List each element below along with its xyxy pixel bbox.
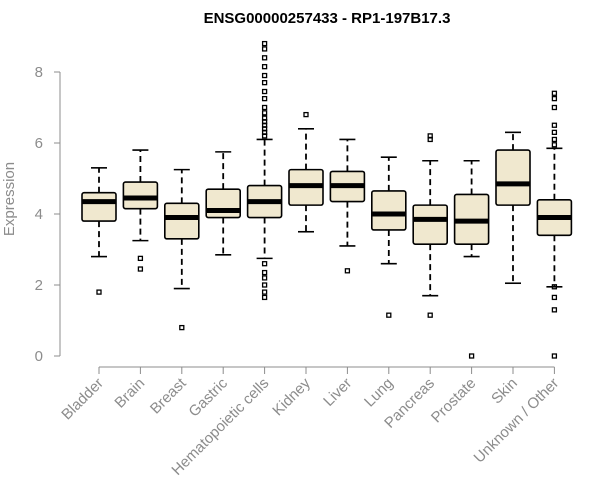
- outlier-point: [261, 261, 268, 267]
- x-tick-label: Bladder: [58, 375, 107, 424]
- box-pancreas: [412, 133, 449, 318]
- outlier-point: [386, 312, 392, 318]
- box-unknown-other: [536, 90, 573, 359]
- x-tick-label: Brain: [111, 375, 148, 412]
- outlier-point: [261, 95, 268, 102]
- box-bladder: [81, 167, 117, 295]
- outlier-point: [468, 353, 475, 359]
- x-tick-label: Prostate: [428, 375, 480, 427]
- outlier-point: [137, 255, 144, 262]
- iqr-box: [412, 204, 449, 245]
- y-axis: 0 2 4 6 8: [35, 64, 61, 365]
- box-breast: [164, 168, 200, 331]
- box-brain: [122, 149, 159, 272]
- y-tick-label: 6: [35, 135, 43, 152]
- y-axis-label: Expression: [1, 162, 18, 236]
- box-lung: [370, 156, 407, 318]
- outlier-point: [551, 284, 558, 290]
- outlier-point: [551, 142, 558, 148]
- outlier-point: [551, 136, 558, 143]
- outlier-point: [261, 46, 268, 52]
- box-kidney: [288, 111, 324, 233]
- y-tick-label: 0: [35, 348, 43, 365]
- outlier-point: [551, 90, 558, 96]
- outlier-point: [261, 72, 268, 79]
- box-skin: [495, 131, 531, 285]
- outlier-point: [137, 266, 144, 272]
- outlier-point: [344, 268, 351, 274]
- iqr-box: [495, 149, 531, 206]
- outlier-point: [96, 289, 102, 295]
- y-tick-label: 2: [35, 277, 43, 294]
- x-tick-label: Lung: [361, 375, 397, 411]
- outlier-point: [261, 275, 268, 281]
- outlier-point: [551, 104, 558, 111]
- chart-title: ENSG00000257433 - RP1-197B17.3: [204, 10, 451, 27]
- outlier-point: [551, 122, 558, 128]
- outlier-point: [261, 289, 268, 295]
- iqr-box: [122, 181, 159, 210]
- y-tick-label: 4: [35, 206, 43, 223]
- outlier-point: [551, 95, 558, 102]
- outlier-point: [261, 104, 268, 111]
- iqr-box: [81, 191, 117, 222]
- y-tick-label: 8: [35, 64, 43, 81]
- outlier-point: [261, 40, 268, 47]
- outlier-point: [261, 110, 268, 116]
- outlier-point: [261, 269, 268, 276]
- x-tick-label: Liver: [320, 375, 355, 410]
- outlier-point: [261, 88, 268, 95]
- x-tick-label: Kidney: [269, 374, 314, 419]
- box-liver: [329, 138, 366, 274]
- box-hematopoietic-cells: [246, 40, 283, 301]
- iqr-box: [370, 190, 407, 231]
- plot-area: [81, 40, 573, 359]
- outlier-point: [261, 80, 268, 86]
- outlier-point: [261, 55, 268, 61]
- outlier-point: [427, 312, 433, 318]
- outlier-point: [551, 307, 558, 313]
- box-prostate: [453, 159, 490, 359]
- iqr-box: [164, 202, 200, 240]
- outlier-point: [551, 353, 558, 359]
- outlier-point: [261, 64, 268, 70]
- outlier-point: [261, 294, 268, 301]
- outlier-point: [261, 133, 268, 139]
- iqr-box: [205, 188, 241, 219]
- outlier-point: [551, 129, 558, 136]
- box-gastric: [205, 151, 241, 256]
- x-tick-label: Skin: [488, 375, 521, 408]
- outlier-point: [427, 136, 433, 143]
- outlier-point: [551, 294, 558, 301]
- outlier-point: [179, 324, 185, 331]
- outlier-point: [303, 111, 309, 118]
- x-tick-label: Breast: [147, 374, 190, 417]
- outlier-point: [261, 282, 268, 288]
